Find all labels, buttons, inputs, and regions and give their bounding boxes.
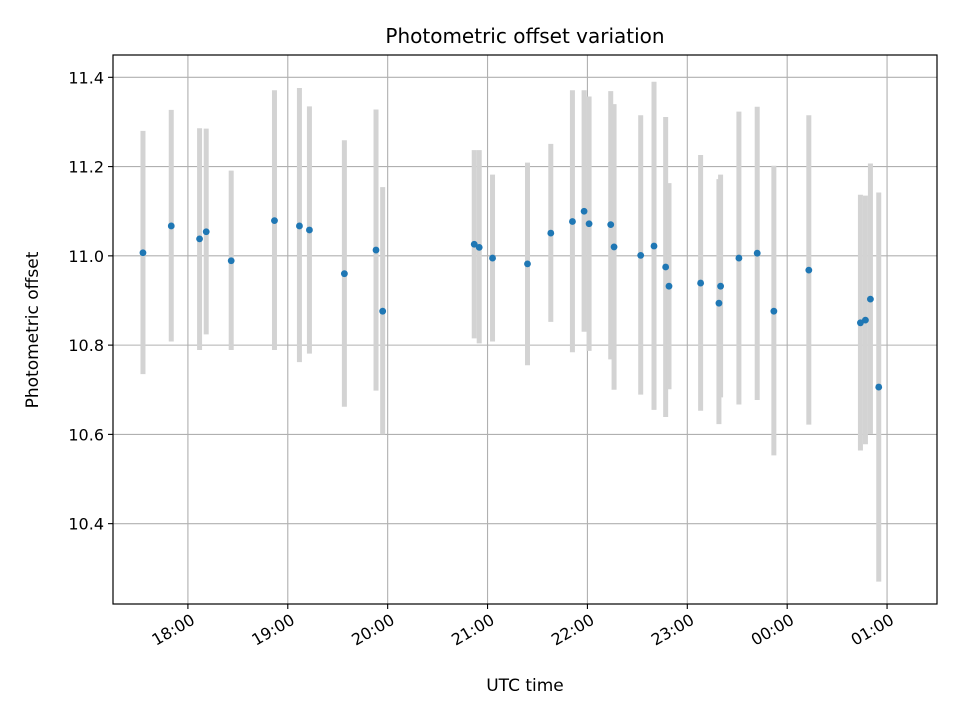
data-point xyxy=(735,254,743,262)
y-tick-label: 10.6 xyxy=(68,425,104,444)
data-point xyxy=(306,226,313,234)
data-point xyxy=(475,243,483,251)
y-tick-label: 11.2 xyxy=(68,158,104,177)
data-point xyxy=(470,240,478,248)
data-point xyxy=(770,307,778,315)
data-point xyxy=(569,218,576,225)
data-point xyxy=(167,222,175,230)
data-point xyxy=(227,257,235,265)
data-point xyxy=(196,235,203,243)
data-point xyxy=(650,242,658,250)
data-point xyxy=(857,319,864,327)
data-point xyxy=(340,270,348,278)
data-point xyxy=(753,249,761,257)
data-point xyxy=(379,307,387,315)
plot-frame xyxy=(112,54,938,605)
data-point xyxy=(715,299,723,307)
data-point xyxy=(139,249,147,257)
data-point xyxy=(697,279,705,287)
y-tick-label: 11.4 xyxy=(68,68,104,87)
data-point xyxy=(717,282,724,290)
x-axis-title: UTC time xyxy=(486,676,564,696)
data-point xyxy=(867,295,874,303)
data-point xyxy=(296,222,303,230)
data-point xyxy=(372,246,380,254)
data-point xyxy=(665,282,673,290)
data-point xyxy=(607,221,615,229)
data-point xyxy=(271,217,278,224)
data-point xyxy=(585,220,593,228)
chart-title: Photometric offset variation xyxy=(385,24,664,48)
y-tick-label: 11.0 xyxy=(68,247,104,266)
data-point xyxy=(547,229,555,237)
y-tick-label: 10.4 xyxy=(68,515,104,534)
data-point xyxy=(524,260,531,268)
data-point xyxy=(805,266,813,274)
data-point xyxy=(637,252,645,259)
data-point xyxy=(202,228,210,236)
data-point xyxy=(610,243,618,251)
y-axis-title: Photometric offset xyxy=(23,251,43,408)
data-point xyxy=(662,263,670,271)
data-point xyxy=(580,207,588,215)
data-point xyxy=(489,254,496,262)
data-points xyxy=(139,207,883,391)
y-axis: 10.4 10.6 10.8 11.0 11.2 11.4 xyxy=(68,68,113,534)
y-tick-label: 10.8 xyxy=(68,336,104,355)
data-point xyxy=(875,383,883,391)
data-point xyxy=(862,316,869,324)
